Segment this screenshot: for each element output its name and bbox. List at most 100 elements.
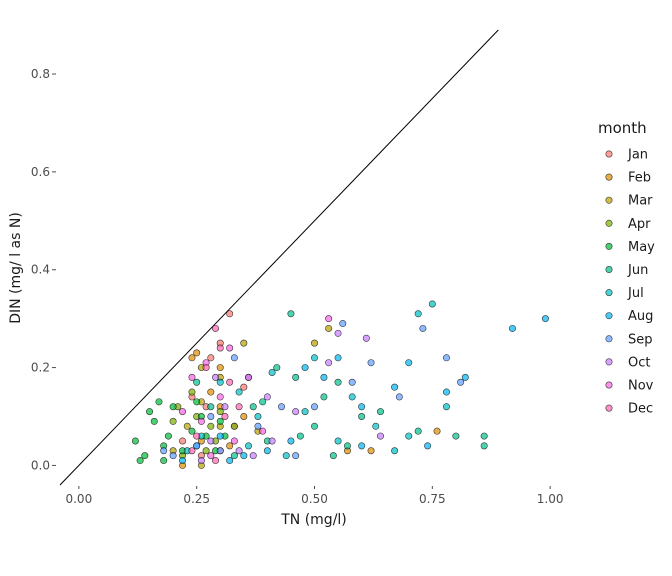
data-point-aug [541,315,549,323]
data-point-nov [188,373,196,381]
data-point-sep [160,447,168,455]
legend-key-aug [605,312,613,320]
data-point-jun [193,378,201,386]
data-point-jul [391,447,399,455]
data-point-oct [268,437,276,445]
data-point-aug [442,388,450,396]
data-point-aug [508,324,516,332]
data-point-sep [457,378,465,386]
legend-key-jan [605,150,613,158]
data-point-jun [320,393,328,401]
data-point-oct [263,393,271,401]
data-point-aug [424,442,432,450]
legend-label-jul: Jul [627,286,644,301]
data-point-sep [339,320,347,328]
data-point-sep [348,378,356,386]
data-point-apr [188,388,196,396]
data-point-jan [179,437,187,445]
data-point-feb [226,442,234,450]
data-point-nov [179,408,187,416]
data-point-nov [230,437,238,445]
data-point-dec [216,344,224,352]
data-point-nov [245,373,253,381]
data-point-sep [292,452,300,460]
legend-label-aug: Aug [628,309,653,324]
data-point-nov [325,315,333,323]
data-point-sep [367,359,375,367]
data-point-jul [282,452,290,460]
data-point-jun [480,432,488,440]
data-point-aug [226,457,234,465]
data-point-mar [240,339,248,347]
legend-label-sep: Sep [628,332,653,347]
x-axis-label: TN (mg/l) [280,512,347,528]
legend-label-apr: Apr [628,217,651,232]
data-point-oct [207,437,215,445]
data-point-mar [325,324,333,332]
data-point-feb [240,413,248,421]
legend-key-dec [605,404,613,412]
data-point-nov [226,344,234,352]
data-point-oct [249,452,257,460]
legend-key-jun [605,265,613,273]
legend-label-feb: Feb [628,171,651,186]
legend-label-mar: Mar [628,194,653,209]
legend-label-dec: Dec [628,402,653,417]
data-point-sep [419,324,427,332]
data-point-jun [376,408,384,416]
legend-key-oct [605,358,613,366]
data-point-apr [230,422,238,430]
data-point-sep [442,354,450,362]
data-point-jun [329,452,337,460]
data-point-sep [207,413,215,421]
data-point-oct [376,432,384,440]
data-point-sep [193,442,201,450]
data-point-feb [193,349,201,357]
data-point-jun [296,432,304,440]
legend-key-sep [605,335,613,343]
x-axis-title: TN (mg/l) [280,512,347,528]
legend-title: month [598,119,647,137]
data-point-may [216,417,224,425]
data-point-jun [452,432,460,440]
data-point-dec [226,378,234,386]
data-point-jan [240,383,248,391]
data-point-may [146,408,154,416]
legend-label-nov: Nov [628,379,654,394]
data-point-feb [367,447,375,455]
x-tick-label: 1.00 [537,492,564,506]
data-point-oct [235,447,243,455]
data-point-apr [202,447,210,455]
legend-label-may: May [628,240,655,255]
data-point-apr [169,417,177,425]
data-point-jun [292,373,300,381]
data-point-jul [428,300,436,308]
data-point-sep [230,354,238,362]
data-point-jun [273,364,281,372]
legend-key-apr [605,219,613,227]
data-point-sep [395,393,403,401]
data-point-jun [287,310,295,318]
data-point-jul [348,393,356,401]
y-tick-label: 0.2 [31,361,50,375]
data-point-jun [249,403,257,411]
data-point-may [188,427,196,435]
data-point-may [160,457,168,465]
reference-line [59,29,499,486]
data-point-aug [179,457,187,465]
y-axis-label: DIN (mg/ l as N) [8,212,24,324]
legend-label-jun: Jun [627,263,648,278]
data-point-nov [259,427,267,435]
x-tick-label: 0.75 [419,492,446,506]
data-point-sep [310,403,318,411]
data-point-jul [414,310,422,318]
legend-key-feb [605,173,613,181]
data-point-aug [287,437,295,445]
legend-key-nov [605,381,613,389]
data-point-dec [212,457,220,465]
data-point-oct [292,408,300,416]
data-point-jun [334,378,342,386]
data-point-aug [358,442,366,450]
y-tick-label: 0.8 [31,67,50,81]
data-point-jul [245,442,253,450]
